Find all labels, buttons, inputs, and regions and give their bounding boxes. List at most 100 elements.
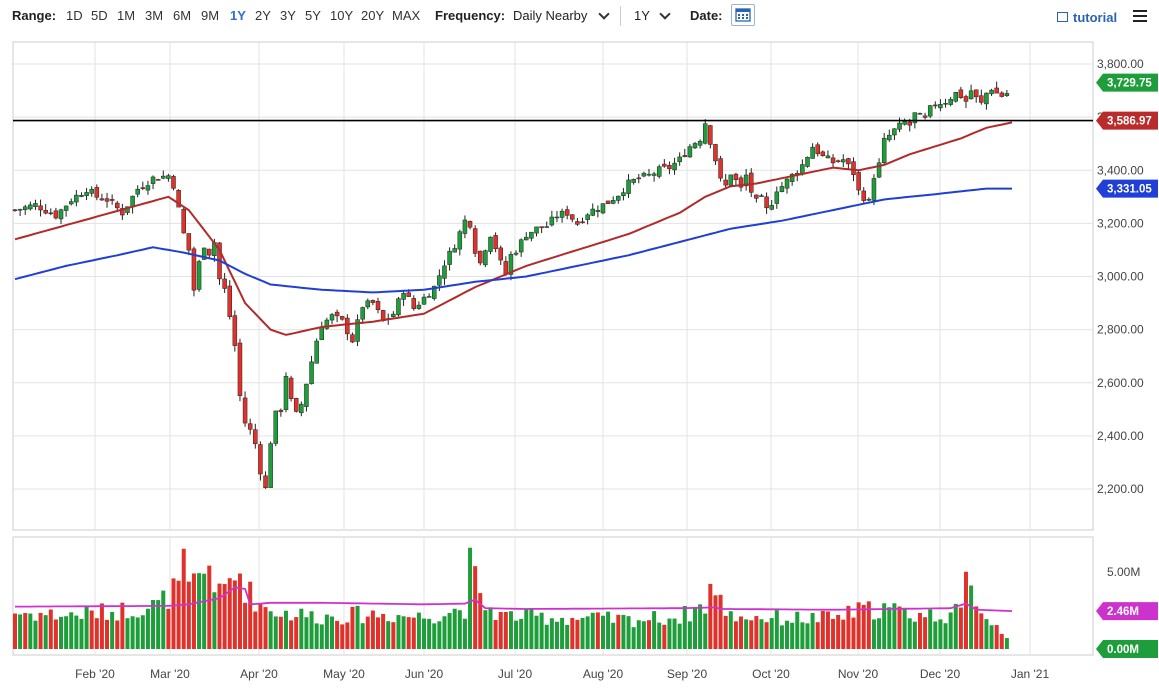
candle-body <box>467 221 473 228</box>
candle-body <box>334 311 340 317</box>
volume-bar <box>432 623 437 649</box>
month-tick-label: Nov '20 <box>838 667 879 681</box>
range-max[interactable]: MAX <box>392 8 421 23</box>
frequency-select[interactable]: Daily Nearby <box>513 8 588 23</box>
volume-bar <box>759 619 764 649</box>
volume-bar <box>815 622 820 649</box>
volume-bar <box>140 615 145 649</box>
volume-bar <box>488 607 493 649</box>
candle-body <box>432 285 437 299</box>
volume-bar <box>871 619 876 649</box>
range-6m[interactable]: 6M <box>173 8 192 23</box>
last-price-badge-text: 3,729.75 <box>1107 78 1152 90</box>
volume-bar <box>861 604 866 649</box>
range-2y[interactable]: 2Y <box>255 8 271 23</box>
candle-body <box>104 198 110 202</box>
candle-body <box>897 122 902 130</box>
range-1y[interactable]: 1Y <box>230 8 246 23</box>
range-label: Range: <box>12 8 57 23</box>
volume-bar <box>176 580 181 649</box>
candle-body <box>304 383 309 407</box>
tutorial-icon[interactable] <box>1057 12 1068 22</box>
volume-bar <box>831 618 836 649</box>
volume-bar <box>386 621 391 649</box>
volume-bar <box>529 608 534 649</box>
calendar-icon[interactable] <box>731 4 755 26</box>
candle-body <box>754 194 759 199</box>
volume-bar <box>161 590 166 649</box>
month-tick-label: Sep '20 <box>667 667 708 681</box>
range-20y[interactable]: 20Y <box>361 8 385 23</box>
candle-body <box>68 201 74 205</box>
candle-body <box>370 300 376 303</box>
volume-bar <box>953 603 958 649</box>
avg-volume-line <box>15 586 1013 612</box>
range-3y[interactable]: 3Y <box>280 8 296 23</box>
volume-bar <box>923 617 928 649</box>
volume-bar <box>478 593 483 649</box>
price-panel-frame <box>12 41 1094 531</box>
volume-bar <box>841 619 846 649</box>
volume-bar <box>498 611 503 649</box>
candle-body <box>518 239 524 253</box>
candle-body <box>912 112 918 124</box>
volume-bar <box>508 611 513 649</box>
volume-bar <box>836 614 841 649</box>
support-level-badge: 3,586.97 <box>1096 111 1158 130</box>
candle-body <box>299 403 304 414</box>
volume-bar <box>381 613 386 649</box>
range-1m[interactable]: 1M <box>117 8 136 23</box>
volume-bar <box>74 615 79 649</box>
zero-volume-badge-bg <box>1096 640 1158 658</box>
candle-body <box>672 162 677 171</box>
candle-body <box>820 151 826 156</box>
candle-body <box>421 296 427 305</box>
range-10y[interactable]: 10Y <box>330 8 354 23</box>
range-1d[interactable]: 1D <box>66 8 83 23</box>
range-3m[interactable]: 3M <box>145 8 164 23</box>
candle-body <box>283 376 289 410</box>
candle-body <box>764 196 769 209</box>
range-5y[interactable]: 5Y <box>305 8 321 23</box>
tutorial-link[interactable]: tutorial <box>1073 10 1118 25</box>
candle-body <box>856 172 861 191</box>
volume-bar <box>191 573 196 649</box>
volume-bar <box>18 614 23 649</box>
candle-body <box>355 319 360 342</box>
volume-bars <box>13 547 1009 649</box>
volume-bar <box>595 612 600 649</box>
menu-icon[interactable] <box>1133 10 1147 22</box>
volume-bar <box>938 619 943 649</box>
candle-body <box>258 444 263 475</box>
volume-bar <box>401 616 406 649</box>
volume-bar <box>943 623 948 649</box>
candle-body <box>33 203 38 207</box>
candle-body <box>973 89 979 98</box>
candle-body <box>943 103 948 105</box>
candle-body <box>835 160 841 162</box>
candle-body <box>825 155 831 159</box>
candle-body <box>309 361 314 385</box>
volume-bar <box>917 612 922 649</box>
volume-bar <box>84 606 89 649</box>
volume-bar <box>411 617 416 649</box>
zero-volume-badge: 0.00M <box>1096 640 1158 658</box>
candle-body <box>984 92 989 105</box>
volume-bar <box>1004 638 1009 649</box>
range-5d[interactable]: 5D <box>91 8 108 23</box>
candle-body <box>99 198 105 201</box>
volume-bar <box>263 607 268 649</box>
candle-body <box>738 177 744 188</box>
range-9m[interactable]: 9M <box>201 8 220 23</box>
volume-bar <box>657 622 662 649</box>
volume-bar <box>641 621 646 649</box>
candle-body <box>805 157 810 167</box>
period-select[interactable]: 1Y <box>634 8 650 23</box>
candle-body <box>718 158 723 179</box>
volume-bar <box>519 618 524 649</box>
candle-body <box>63 205 69 211</box>
candle-body <box>713 144 718 162</box>
volume-bar <box>473 566 478 649</box>
volume-bar <box>565 624 570 649</box>
volume-bar <box>779 625 784 649</box>
